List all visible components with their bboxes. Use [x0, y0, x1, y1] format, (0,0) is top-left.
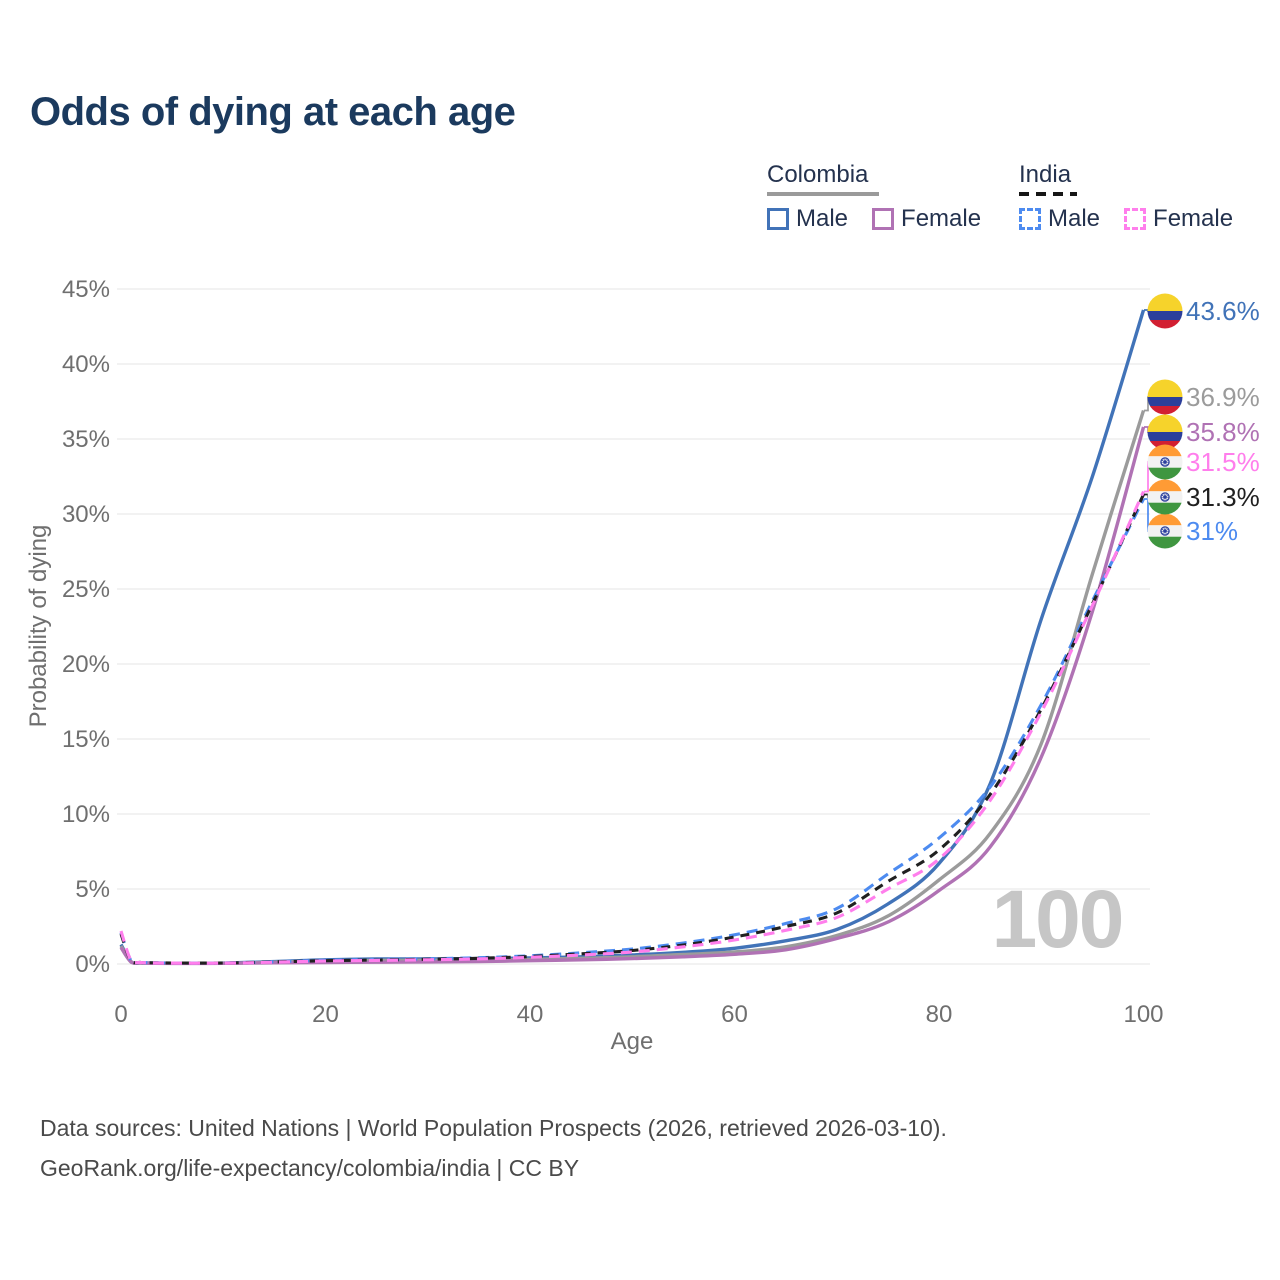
legend-item-colombia-male[interactable]: Male [767, 205, 848, 233]
india-flag-icon [1147, 444, 1183, 480]
footer-attribution: GeoRank.org/life-expectancy/colombia/ind… [40, 1155, 580, 1181]
y-tick-label: 25% [62, 576, 110, 603]
series-line-india-female [119, 490, 1145, 965]
india-female-swatch-icon [1124, 208, 1147, 230]
series-line-colombia-female [119, 426, 1146, 966]
legend-solid-line-sample [767, 192, 879, 196]
y-tick-label: 45% [62, 276, 110, 303]
legend: Colombia Male Female India Male Female [0, 161, 1280, 241]
series-line-colombia-male [119, 309, 1146, 966]
legend-item-label: Male [796, 205, 849, 232]
end-value-label-india-female: 31.5% [1186, 447, 1260, 477]
series-line-india-total [119, 493, 1145, 965]
colombia-flag-icon [1147, 293, 1183, 329]
end-value-label-india-male: 31% [1186, 516, 1238, 546]
legend-item-india-male[interactable]: Male [1019, 205, 1100, 233]
footer-sources: Data sources: United Nations | World Pop… [40, 1115, 947, 1141]
x-tick-label: 80 [926, 1001, 953, 1028]
y-tick-label: 15% [62, 726, 110, 753]
colombia-female-swatch-icon [872, 208, 895, 230]
series-line-india-male [119, 498, 1145, 965]
end-value-label-colombia-female: 35.8% [1186, 417, 1260, 447]
colombia-male-swatch-icon [767, 208, 789, 230]
series-line-colombia-total [119, 409, 1146, 966]
y-tick-label: 10% [62, 801, 110, 828]
legend-item-india-female[interactable]: Female [1124, 205, 1233, 233]
chart-svg: 0% 5% 10% 15% 20% 25% 30% 35% 40% 45% 0 20 40 60 80 100… [25, 276, 1260, 1055]
end-value-label-colombia-total: 36.9% [1186, 382, 1260, 412]
legend-country-label-india: India [1019, 161, 1072, 188]
footer: Data sources: United Nations | World Pop… [40, 1108, 1190, 1188]
y-tick-label: 30% [62, 501, 110, 528]
y-tick-label: 5% [75, 876, 110, 903]
x-tick-label: 0 [114, 1001, 127, 1028]
y-tick-label: 0% [75, 951, 110, 978]
legend-country-label-colombia: Colombia [767, 161, 869, 188]
india-flag-icon [1147, 513, 1183, 549]
age-counter-watermark: 100 [992, 874, 1123, 965]
legend-group-colombia: Colombia Male Female [767, 161, 981, 233]
x-tick-label: 20 [312, 1001, 339, 1028]
legend-item-label: Female [1153, 205, 1234, 232]
end-value-label-india-total: 31.3% [1186, 482, 1260, 512]
end-value-label-colombia-male: 43.6% [1186, 296, 1260, 326]
page-title: Odds of dying at each age [30, 90, 516, 134]
legend-dashed-line-sample [1019, 192, 1077, 196]
y-tick-label: 35% [62, 426, 110, 453]
x-tick-label: 60 [721, 1001, 748, 1028]
legend-group-india: India Male Female [1019, 161, 1233, 233]
y-tick-label: 40% [62, 351, 110, 378]
colombia-flag-icon [1147, 379, 1183, 415]
legend-item-label: Male [1048, 205, 1101, 232]
x-tick-label: 100 [1123, 1001, 1163, 1028]
india-male-swatch-icon [1019, 208, 1041, 230]
x-tick-label: 40 [517, 1001, 544, 1028]
y-axis-title: Probability of dying [25, 525, 52, 728]
y-tick-label: 20% [62, 651, 110, 678]
india-flag-icon [1147, 479, 1183, 515]
x-axis-title: Age [611, 1028, 654, 1055]
legend-item-colombia-female[interactable]: Female [872, 205, 981, 233]
legend-item-label: Female [901, 205, 982, 232]
